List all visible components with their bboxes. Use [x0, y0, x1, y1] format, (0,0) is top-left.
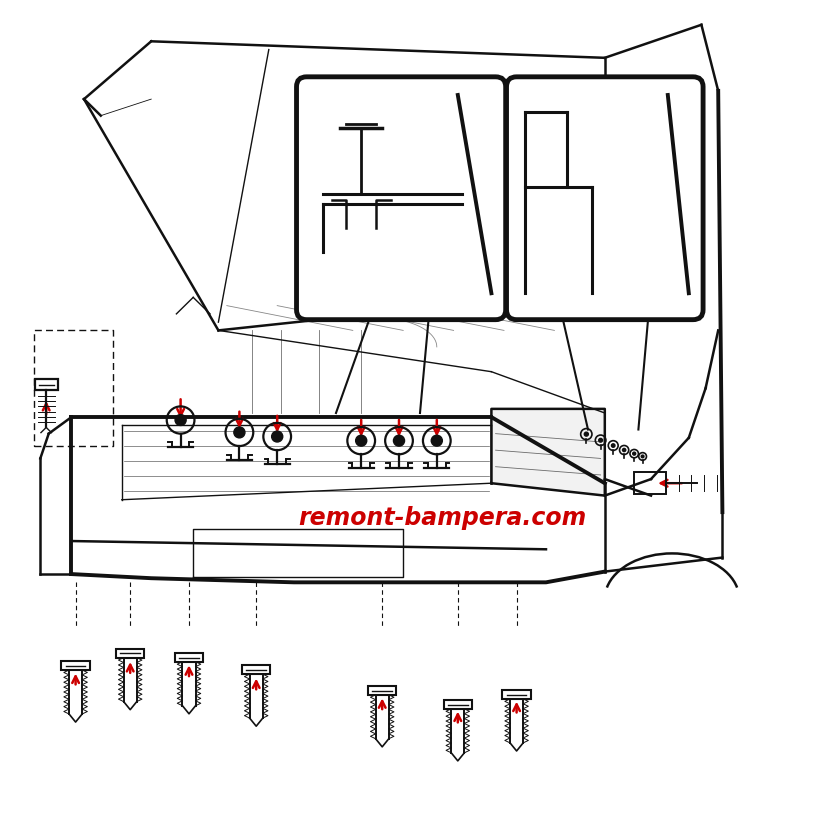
Bar: [175, 653, 203, 662]
Circle shape: [633, 452, 636, 455]
Bar: [634, 472, 666, 494]
Bar: [444, 700, 472, 709]
Bar: [34, 379, 58, 390]
Circle shape: [641, 455, 644, 458]
Circle shape: [393, 435, 405, 446]
Circle shape: [431, 435, 443, 446]
Circle shape: [599, 439, 602, 442]
Bar: [61, 662, 90, 670]
Circle shape: [234, 427, 245, 438]
Bar: [116, 649, 144, 657]
Text: remont-bampera.com: remont-bampera.com: [298, 506, 586, 529]
Bar: [368, 686, 396, 695]
Circle shape: [612, 444, 615, 448]
FancyBboxPatch shape: [507, 77, 703, 320]
Circle shape: [271, 431, 283, 442]
Circle shape: [585, 432, 588, 436]
Bar: [242, 666, 270, 674]
Circle shape: [175, 415, 186, 425]
Circle shape: [355, 435, 367, 446]
Circle shape: [622, 449, 626, 452]
FancyBboxPatch shape: [297, 77, 506, 320]
Bar: [502, 691, 531, 699]
Polygon shape: [491, 409, 605, 496]
